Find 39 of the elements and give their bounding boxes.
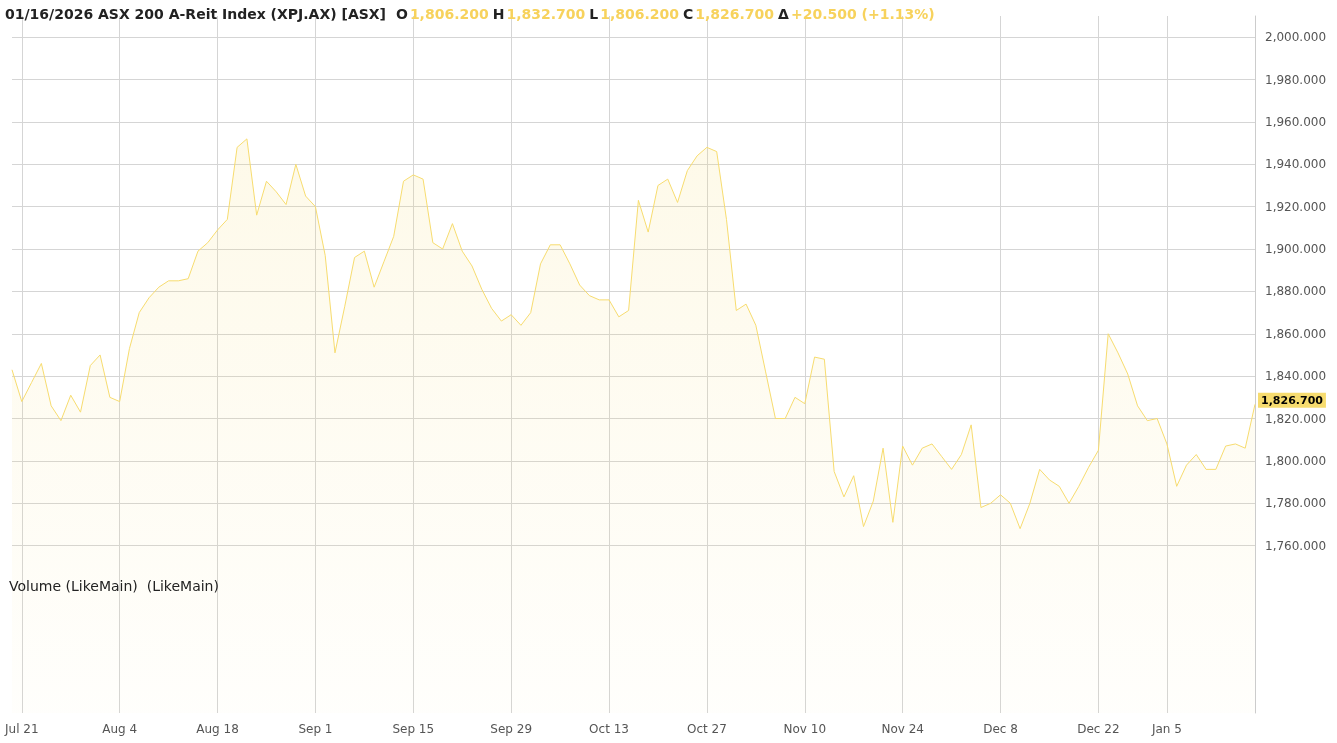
y-tick-label: 1,760.000	[1265, 538, 1327, 553]
chart-title: 01/16/2026 ASX 200 A-Reit Index (XPJ.AX) [ASX]	[5, 6, 386, 22]
y-tick-label: 1,860.000	[1265, 326, 1327, 341]
y-tick-label: 1,940.000	[1265, 157, 1327, 172]
annotation: 1,826.700	[695, 6, 775, 22]
x-tick-label: Dec 22	[1077, 722, 1120, 736]
y-tick-label: 1,960.000	[1265, 114, 1327, 129]
x-tick-label: Jan 5	[1150, 722, 1182, 736]
y-tick-label: 1,900.000	[1265, 242, 1327, 257]
x-tick-label: Nov 24	[881, 722, 924, 736]
x-tick-label: Jul 21	[4, 722, 39, 736]
annotation: +20.500 (+1.13%)	[790, 6, 935, 22]
annotation: O	[395, 6, 408, 22]
annotation: 1,806.200	[409, 6, 489, 22]
y-tick-label: 1,880.000	[1265, 284, 1327, 299]
data-label: 1,826.700	[1261, 393, 1324, 407]
x-tick-label: Aug 18	[196, 722, 239, 736]
y-tick-label: 1,980.000	[1265, 72, 1327, 87]
y-tick-label: 1,820.000	[1265, 411, 1327, 426]
x-tick-label: Aug 4	[102, 722, 138, 736]
annotation: 1,832.700	[506, 6, 586, 22]
y-tick-label: 1,800.000	[1265, 453, 1327, 468]
y-tick-label: 1,780.000	[1265, 496, 1327, 511]
annotation: Δ	[778, 6, 790, 22]
x-tick-label: Nov 10	[783, 722, 827, 736]
annotation: 1,806.200	[600, 6, 680, 22]
y-tick-label: 2,000.000	[1265, 30, 1327, 45]
y-tick-label: 1,920.000	[1265, 199, 1327, 214]
annotation: H	[492, 6, 505, 22]
x-tick-label: Sep 15	[392, 722, 435, 736]
y-tick-label: 1,840.000	[1265, 369, 1327, 384]
annotation: L	[589, 6, 599, 22]
x-tick-label: Dec 8	[983, 722, 1018, 736]
annotation: Volume (LikeMain) (LikeMain)	[9, 578, 219, 594]
x-tick-label: Oct 27	[686, 722, 727, 736]
annotation: C	[683, 6, 694, 22]
x-tick-label: Oct 13	[589, 722, 629, 736]
x-tick-label: Sep 29	[490, 722, 533, 736]
x-tick-label: Sep 1	[298, 722, 333, 736]
